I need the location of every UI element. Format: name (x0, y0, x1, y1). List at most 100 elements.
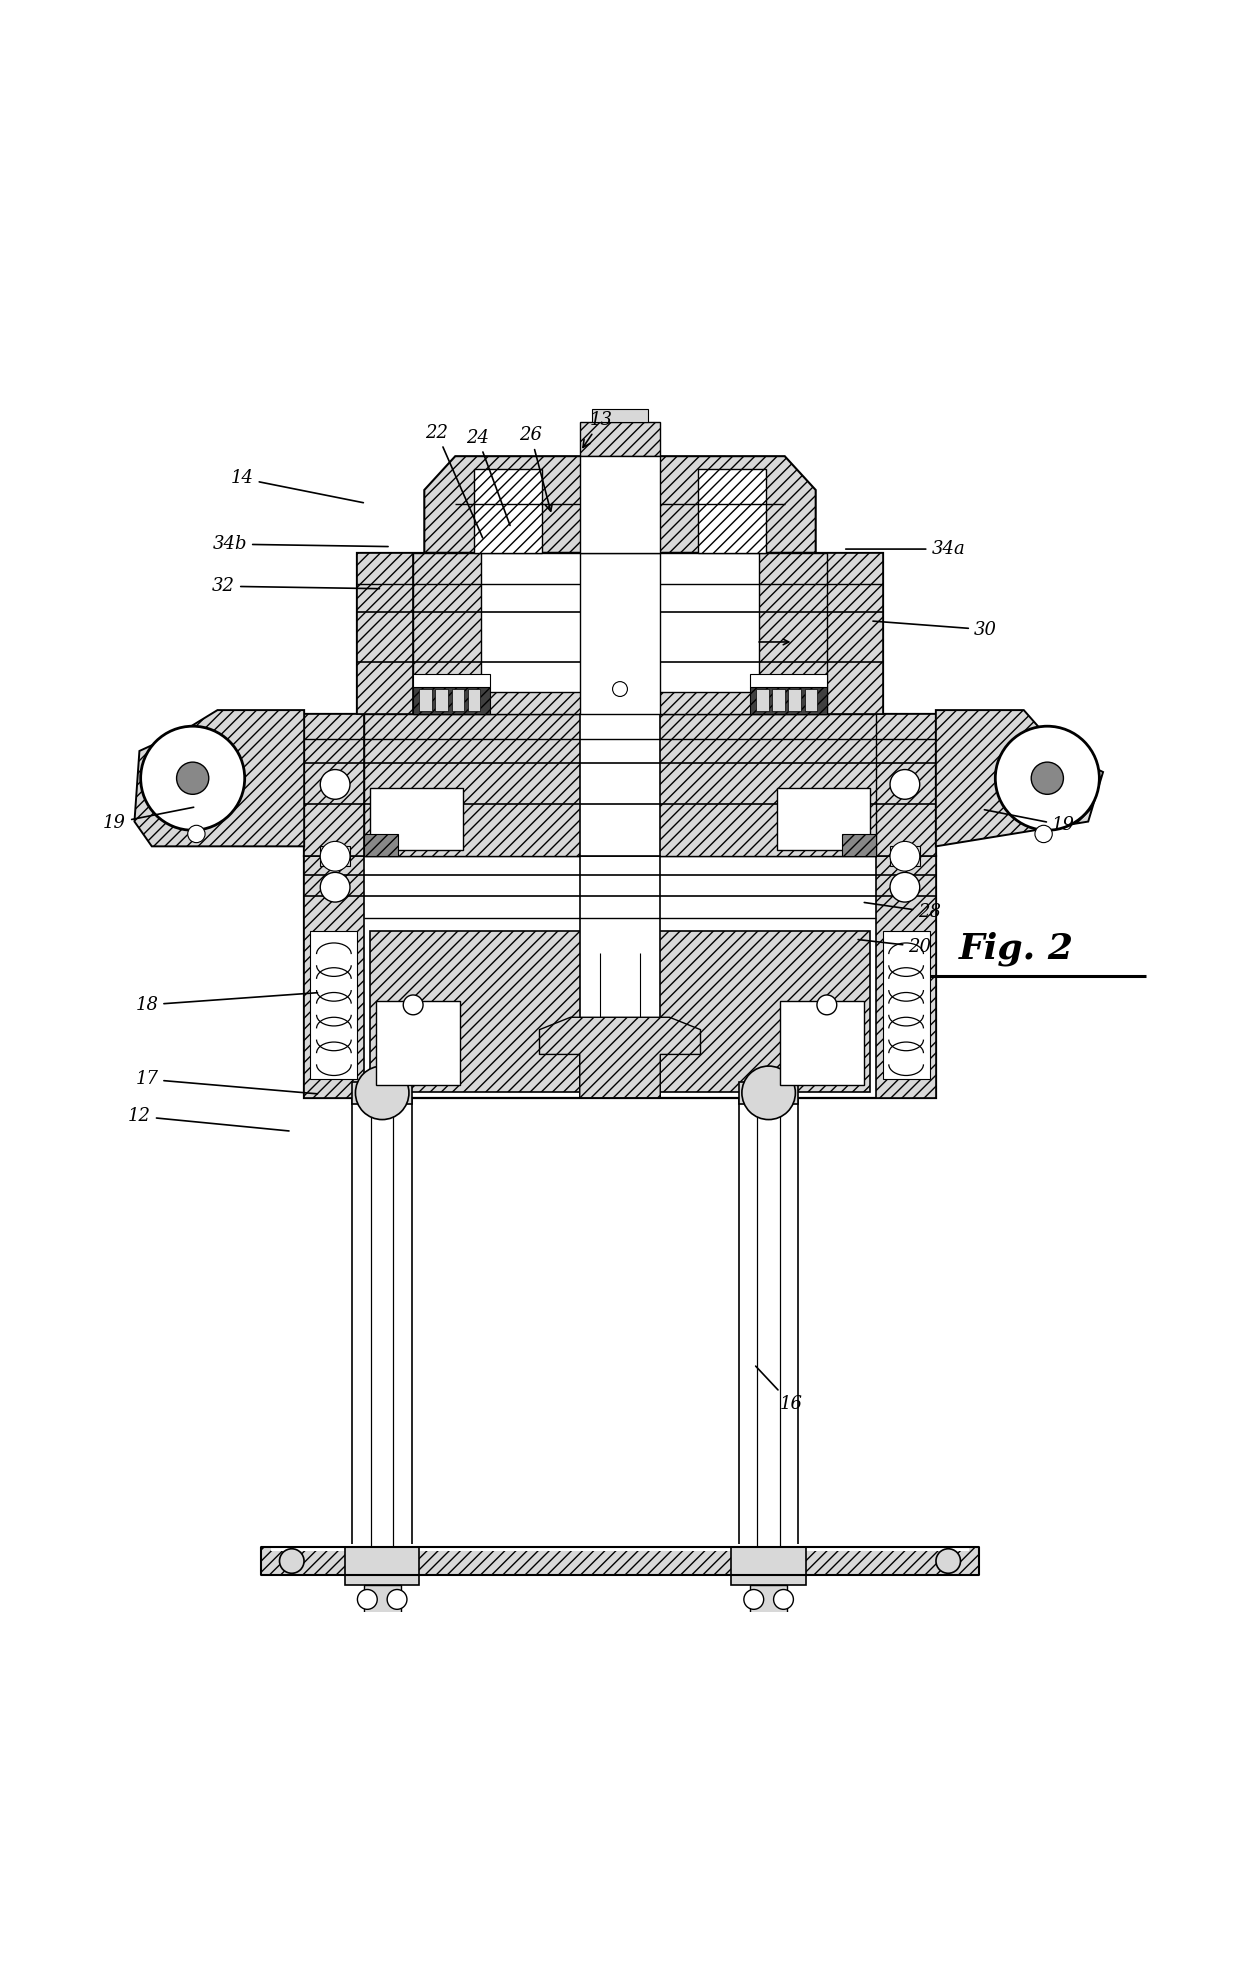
Text: 28: 28 (864, 903, 941, 921)
Bar (756, 689, 769, 711)
Bar (580, 457, 660, 552)
Text: 32: 32 (212, 578, 379, 596)
Circle shape (780, 1614, 792, 1626)
Text: Fig. 2: Fig. 2 (959, 931, 1074, 967)
Bar (451, 689, 464, 711)
Text: 30: 30 (873, 621, 997, 639)
Bar (413, 552, 827, 715)
Circle shape (890, 842, 920, 871)
Bar (304, 715, 936, 856)
Bar (376, 1000, 460, 1086)
Bar (320, 846, 350, 865)
Text: 14: 14 (231, 470, 363, 502)
Circle shape (176, 762, 208, 794)
Circle shape (403, 994, 423, 1014)
Bar (357, 552, 883, 715)
Bar (270, 1544, 970, 1550)
Circle shape (320, 842, 350, 871)
Bar (805, 689, 817, 711)
Bar (304, 856, 363, 1098)
Bar (593, 409, 647, 421)
Bar (883, 931, 930, 1080)
Circle shape (393, 1614, 405, 1626)
Circle shape (745, 1614, 758, 1626)
Bar (357, 552, 413, 715)
Bar (435, 689, 448, 711)
Text: 12: 12 (128, 1108, 289, 1131)
Circle shape (1035, 826, 1053, 842)
Bar (310, 931, 357, 1080)
Bar (260, 1548, 980, 1574)
Circle shape (613, 681, 627, 697)
Circle shape (742, 1066, 795, 1120)
Text: 26: 26 (520, 427, 552, 512)
Bar (732, 1548, 806, 1584)
Circle shape (279, 1548, 304, 1574)
Bar (413, 687, 490, 715)
Bar (877, 715, 936, 856)
Bar (758, 1104, 780, 1548)
Bar (842, 834, 877, 856)
Text: 34a: 34a (846, 540, 965, 558)
Bar (371, 1104, 393, 1548)
Bar (877, 856, 936, 1098)
Circle shape (763, 1614, 775, 1626)
Bar (780, 1000, 864, 1086)
Circle shape (376, 1614, 388, 1626)
Bar (370, 931, 870, 1092)
Bar (750, 675, 827, 687)
Circle shape (320, 871, 350, 901)
Circle shape (356, 1066, 409, 1120)
Circle shape (358, 1614, 371, 1626)
Bar (739, 1098, 799, 1548)
Bar (352, 1082, 412, 1104)
Bar (413, 675, 490, 687)
Polygon shape (134, 711, 304, 846)
Circle shape (890, 871, 920, 901)
Bar (580, 552, 660, 715)
Bar (773, 689, 785, 711)
Circle shape (774, 1590, 794, 1610)
Bar (580, 421, 660, 457)
Circle shape (936, 1548, 961, 1574)
Bar (750, 687, 827, 715)
Bar (474, 468, 542, 552)
Bar (363, 715, 877, 856)
Bar (467, 689, 480, 711)
Bar (352, 1098, 412, 1548)
Circle shape (140, 727, 244, 830)
Circle shape (1032, 762, 1064, 794)
Text: 16: 16 (755, 1366, 802, 1413)
Polygon shape (539, 1016, 701, 1098)
Text: 19: 19 (985, 810, 1075, 834)
Polygon shape (424, 457, 816, 552)
Circle shape (320, 770, 350, 800)
Text: 20: 20 (858, 937, 931, 955)
Bar (777, 788, 870, 850)
Bar (698, 468, 766, 552)
Bar (739, 1082, 799, 1104)
Circle shape (744, 1590, 764, 1610)
Bar (890, 846, 920, 865)
Circle shape (387, 1590, 407, 1610)
Text: 24: 24 (466, 429, 510, 526)
Text: 18: 18 (135, 992, 317, 1014)
Bar (370, 788, 463, 850)
Bar (481, 552, 759, 691)
Bar (304, 856, 936, 1098)
Text: 13: 13 (583, 411, 613, 447)
Circle shape (890, 770, 920, 800)
Text: 19: 19 (103, 808, 193, 832)
Bar (580, 856, 660, 1098)
Bar (580, 715, 660, 856)
Bar (827, 552, 883, 715)
Text: 22: 22 (425, 423, 482, 538)
Bar (345, 1548, 419, 1584)
Bar (419, 689, 432, 711)
Text: 34b: 34b (212, 536, 388, 554)
Bar (363, 834, 398, 856)
Text: 17: 17 (135, 1070, 317, 1094)
Circle shape (357, 1590, 377, 1610)
Circle shape (817, 994, 837, 1014)
Bar (750, 1584, 787, 1616)
